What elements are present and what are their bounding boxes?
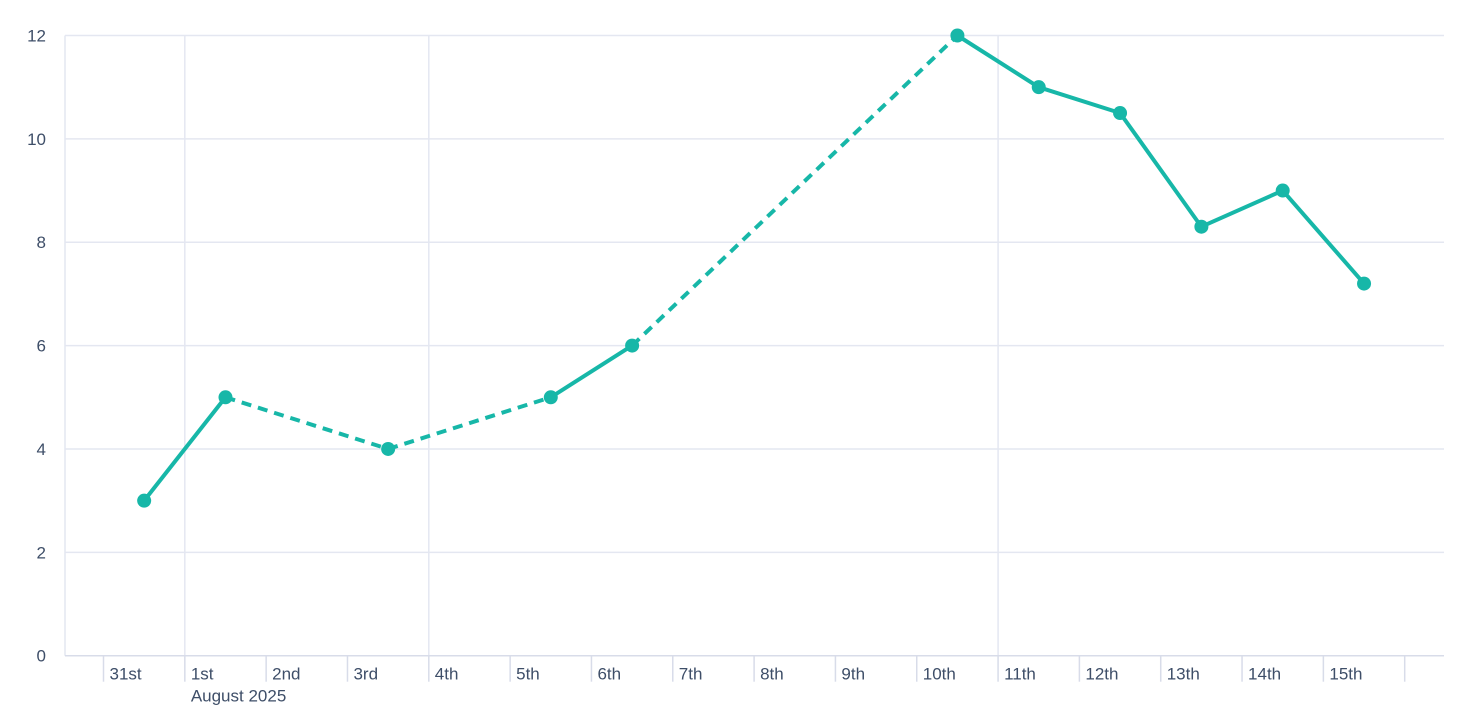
x-tick-label: 14th bbox=[1248, 665, 1281, 684]
data-point[interactable] bbox=[543, 390, 558, 405]
y-tick-label: 0 bbox=[37, 647, 46, 666]
x-tick-label: 2nd bbox=[272, 665, 300, 684]
series-segment-solid bbox=[1280, 188, 1367, 286]
y-tick-label: 8 bbox=[37, 233, 46, 252]
data-point[interactable] bbox=[950, 28, 965, 43]
data-point[interactable] bbox=[1031, 80, 1046, 95]
data-point[interactable] bbox=[218, 390, 233, 405]
series-segment-dashed bbox=[224, 395, 389, 451]
x-tick-label: 8th bbox=[760, 665, 784, 684]
y-tick-label: 10 bbox=[27, 130, 46, 149]
x-axis-month-label: August 2025 bbox=[191, 687, 286, 706]
data-point[interactable] bbox=[1357, 276, 1372, 291]
y-tick-label: 6 bbox=[37, 337, 46, 356]
x-tick-label: 5th bbox=[516, 665, 540, 684]
series-segment-dashed bbox=[387, 395, 552, 451]
data-point[interactable] bbox=[137, 493, 152, 508]
x-tick-label: 10th bbox=[923, 665, 956, 684]
x-tick-label: 15th bbox=[1329, 665, 1362, 684]
x-tick-label: 12th bbox=[1085, 665, 1118, 684]
y-tick-label: 4 bbox=[37, 440, 46, 459]
x-tick-label: 13th bbox=[1167, 665, 1200, 684]
data-point[interactable] bbox=[1275, 183, 1290, 198]
series-segment-solid bbox=[548, 343, 635, 400]
x-tick-label: 6th bbox=[597, 665, 621, 684]
series-segment-solid bbox=[1118, 111, 1204, 229]
data-point[interactable] bbox=[625, 338, 640, 353]
series-segment-solid bbox=[955, 33, 1041, 90]
series-segment-solid bbox=[142, 395, 228, 503]
x-tick-label: 1st bbox=[191, 665, 214, 684]
series-segment-solid bbox=[1036, 85, 1123, 116]
x-tick-label: 31st bbox=[110, 665, 142, 684]
y-tick-label: 12 bbox=[27, 27, 46, 46]
x-tick-label: 11th bbox=[1004, 665, 1036, 684]
series-segment-dashed bbox=[630, 34, 959, 348]
data-point[interactable] bbox=[1194, 219, 1209, 234]
x-tick-label: 7th bbox=[679, 665, 703, 684]
x-tick-label: 9th bbox=[841, 665, 865, 684]
x-tick-label: 3rd bbox=[353, 665, 378, 684]
series-segment-solid bbox=[1199, 188, 1285, 229]
data-point[interactable] bbox=[1113, 106, 1128, 121]
y-tick-label: 2 bbox=[37, 543, 46, 562]
data-point[interactable] bbox=[381, 441, 396, 456]
x-tick-label: 4th bbox=[435, 665, 459, 684]
